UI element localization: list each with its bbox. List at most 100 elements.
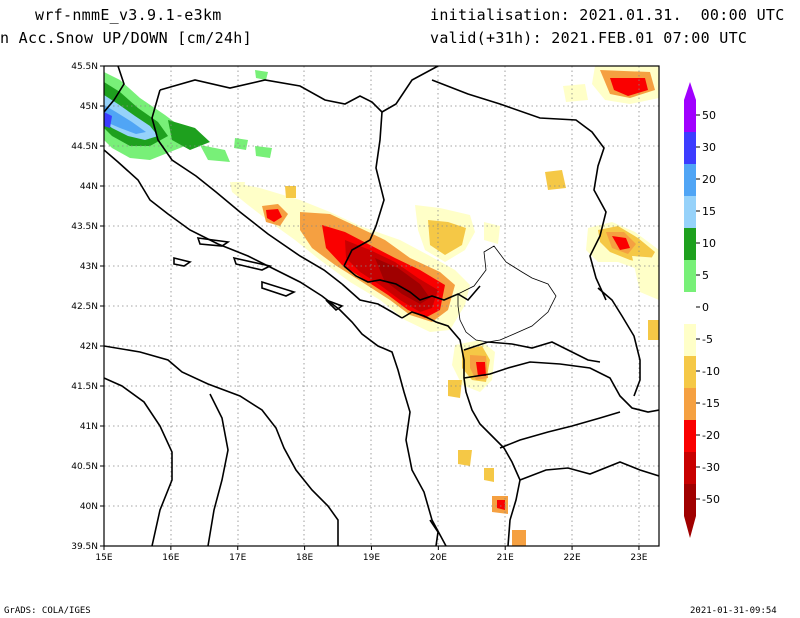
colorbar-label: -20 <box>702 429 720 442</box>
snow-down-area-10cm <box>648 320 659 340</box>
x-tick-label: 17E <box>229 553 246 563</box>
x-tick-label: 18E <box>296 553 313 563</box>
grads-credit: GrADS: COLA/IGES <box>4 606 91 616</box>
greek-coast <box>499 411 659 481</box>
snow-down-area-50cm <box>375 258 430 304</box>
colorbar-label: 5 <box>702 269 709 282</box>
initialisation-time: initialisation: 2021.01.31. 00:00 UTC <box>430 6 785 24</box>
island <box>325 299 344 312</box>
island <box>173 256 192 267</box>
colorbar-label: -30 <box>702 461 720 474</box>
generation-timestamp: 2021-01-31-09:54 <box>690 606 777 616</box>
y-tick-label: 44N <box>80 182 98 192</box>
italy-heel-coast <box>207 393 229 546</box>
snow-down-area-20cm <box>476 362 486 376</box>
snow-down-area-20cm <box>610 78 648 96</box>
snow-down-area-10cm <box>448 380 462 398</box>
y-tick-label: 40N <box>80 502 98 512</box>
y-tick-label: 42N <box>80 342 98 352</box>
x-tick-label: 20E <box>430 553 447 563</box>
macedonia-north-border <box>463 341 601 363</box>
snow-down-area-5cm <box>632 256 659 300</box>
montenegro-border <box>341 265 481 319</box>
colorbar-swatch <box>684 356 696 388</box>
snow-down-area-5cm <box>563 84 588 102</box>
colorbar-swatch <box>684 164 696 196</box>
colorbar-label: 30 <box>702 141 716 154</box>
colorbar-swatch <box>684 100 696 132</box>
valid-time: valid(+31h): 2021.FEB.01 07:00 UTC <box>430 29 748 47</box>
colorbar-swatch <box>684 132 696 164</box>
snow-down-area-20cm <box>612 236 630 250</box>
colorbar-top-arrow <box>684 82 696 100</box>
snow-down-area-15cm <box>512 530 526 546</box>
snow-up-area-5cm <box>255 70 268 80</box>
x-axis: 15E 16E 17E 18E 19E 20E 21E 22E 23E <box>95 546 648 563</box>
snow-down-area-10cm <box>545 170 566 190</box>
x-tick-label: 16E <box>162 553 179 563</box>
graticule <box>104 66 659 546</box>
colorbar-swatch <box>684 196 696 228</box>
y-tick-label: 41N <box>80 422 98 432</box>
snow-up-area-20cm <box>104 105 146 134</box>
y-tick-label: 44.5N <box>71 142 98 152</box>
colorbar-swatch <box>684 292 696 324</box>
croatia-bosnia-border <box>151 79 383 285</box>
snow-up-area-5cm <box>200 145 230 162</box>
colorbar-label: -10 <box>702 365 720 378</box>
italy-east-coast <box>104 345 339 546</box>
y-tick-label: 41.5N <box>71 382 98 392</box>
y-tick-label: 45.5N <box>71 62 98 72</box>
greece-north-border <box>463 361 659 413</box>
serbia-romania-bulgaria-border <box>381 66 607 301</box>
snow-down-area-10cm <box>285 186 296 198</box>
snow-down-area-5cm <box>484 222 500 244</box>
colorbar-bottom-arrow <box>684 516 696 538</box>
snow-field <box>104 66 659 546</box>
island <box>232 256 273 271</box>
bulgaria-turkey-border <box>597 287 641 397</box>
italy-inner-coast <box>104 377 173 546</box>
x-tick-label: 15E <box>95 553 112 563</box>
x-tick-label: 23E <box>630 553 647 563</box>
snow-down-area-10cm <box>458 450 472 466</box>
colorbar-swatch <box>684 420 696 452</box>
snow-up-area-5cm <box>255 146 272 158</box>
coastlines-and-borders <box>104 66 659 546</box>
colorbar-label: -5 <box>702 333 713 346</box>
y-tick-label: 45N <box>80 102 98 112</box>
colorbar-swatch <box>684 388 696 420</box>
snow-up-area-30cm <box>104 112 112 128</box>
snow-down-area-10cm <box>428 220 466 255</box>
albania-border <box>401 311 521 546</box>
x-tick-label: 19E <box>363 553 380 563</box>
island <box>261 280 297 297</box>
y-tick-label: 43N <box>80 262 98 272</box>
snow-down-area-20cm <box>497 500 505 510</box>
model-title: wrf-nmmE_v3.9.1-e3km <box>35 6 222 24</box>
x-tick-label: 21E <box>497 553 514 563</box>
colorbar-swatch <box>684 484 696 516</box>
snow-down-area-5cm <box>232 182 245 190</box>
colorbar-label: 10 <box>702 237 716 250</box>
y-tick-label: 42.5N <box>71 302 98 312</box>
colorbar-label: -50 <box>702 493 720 506</box>
colorbar-swatch <box>684 324 696 356</box>
colorbar-label: -15 <box>702 397 720 410</box>
serbia-bosnia-border <box>343 111 385 267</box>
adriatic-east-coast <box>104 66 447 546</box>
island <box>196 237 231 247</box>
colorbar-label: 15 <box>702 205 716 218</box>
snow-down-area-10cm <box>484 468 494 482</box>
snow-down-area-20cm <box>266 209 282 222</box>
y-tick-label: 43.5N <box>71 222 98 232</box>
snow-up-area-5cm <box>234 138 248 150</box>
corfu-coast <box>429 519 439 546</box>
colorbar-label: 0 <box>702 301 709 314</box>
colorbar-swatch <box>684 452 696 484</box>
colorbar-label: 20 <box>702 173 716 186</box>
colorbar-swatch <box>684 260 696 292</box>
y-tick-label: 40.5N <box>71 462 98 472</box>
